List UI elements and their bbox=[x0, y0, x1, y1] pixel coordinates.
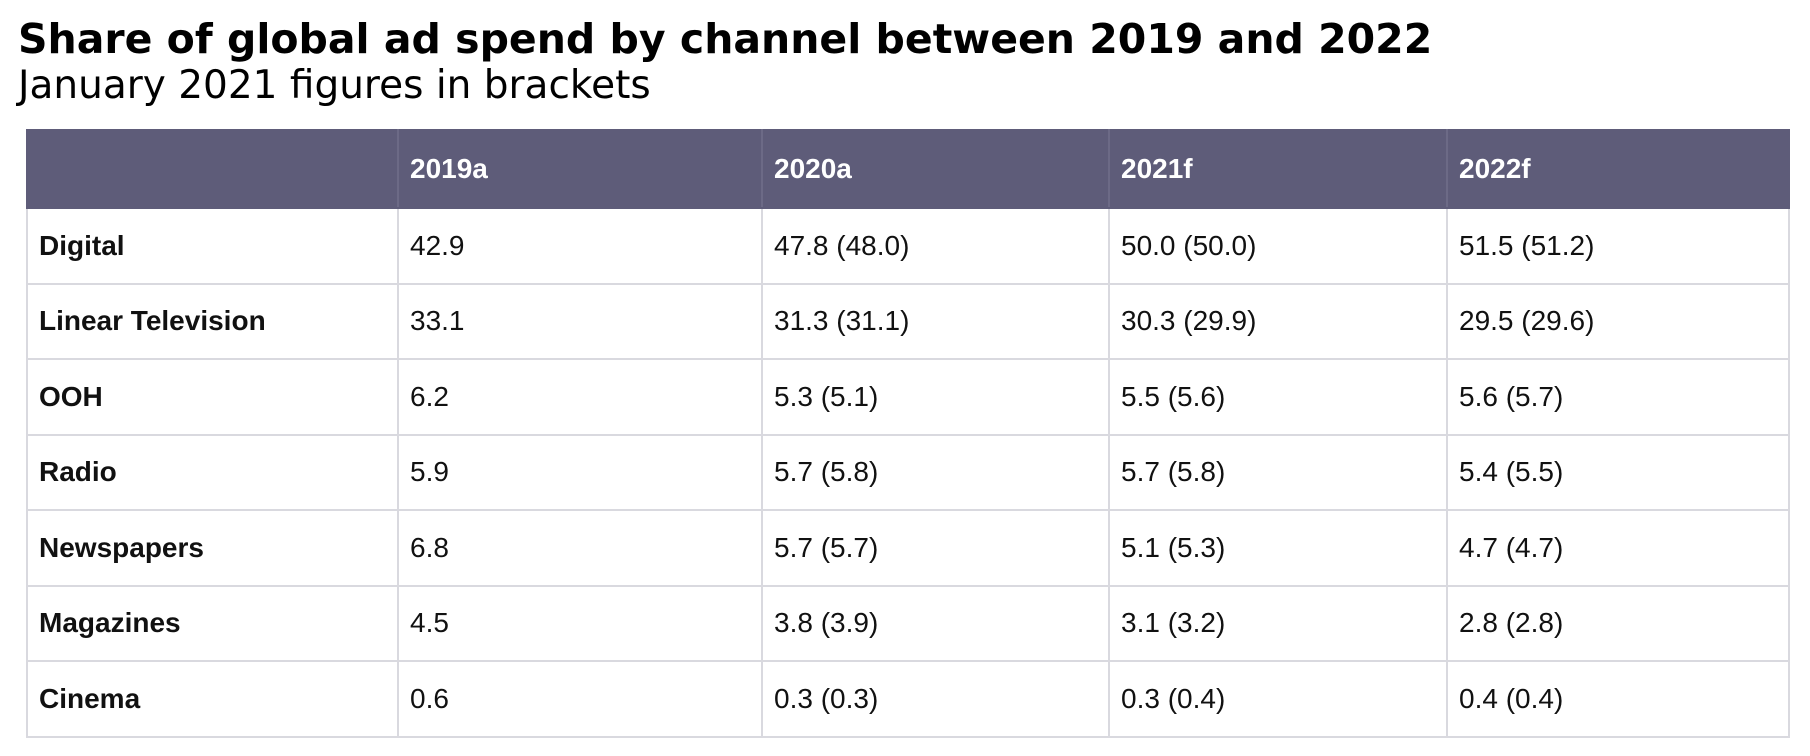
column-header: 2020a bbox=[761, 129, 1110, 209]
table-cell: 5.3 (5.1) bbox=[761, 358, 1110, 436]
chart-subtitle: January 2021 figures in brackets bbox=[18, 63, 651, 108]
table-cell: 5.7 (5.8) bbox=[1108, 433, 1448, 511]
table-cell: 5.7 (5.8) bbox=[761, 433, 1110, 511]
table-header: 2019a 2020a 2021f 2022f bbox=[26, 129, 1790, 209]
table-cell: 42.9 bbox=[397, 207, 763, 285]
column-header: 2021f bbox=[1108, 129, 1448, 209]
table-cell: 6.8 bbox=[397, 509, 763, 587]
data-table: 2019a 2020a 2021f 2022f Digital 42.9 47.… bbox=[26, 129, 1790, 738]
table-cell: 51.5 (51.2) bbox=[1446, 207, 1790, 285]
row-label: Linear Television bbox=[26, 282, 399, 360]
row-label: OOH bbox=[26, 358, 399, 436]
table-cell: 5.5 (5.6) bbox=[1108, 358, 1448, 436]
table-row: Digital 42.9 47.8 (48.0) 50.0 (50.0) 51.… bbox=[26, 207, 1790, 285]
table-body: Digital 42.9 47.8 (48.0) 50.0 (50.0) 51.… bbox=[26, 207, 1790, 738]
row-label: Digital bbox=[26, 207, 399, 285]
table-cell: 30.3 (29.9) bbox=[1108, 282, 1448, 360]
table-cell: 47.8 (48.0) bbox=[761, 207, 1110, 285]
table-cell: 5.1 (5.3) bbox=[1108, 509, 1448, 587]
column-header: 2019a bbox=[397, 129, 763, 209]
table-row: OOH 6.2 5.3 (5.1) 5.5 (5.6) 5.6 (5.7) bbox=[26, 358, 1790, 436]
row-label: Magazines bbox=[26, 584, 399, 662]
table-cell: 4.5 bbox=[397, 584, 763, 662]
table-row: Newspapers 6.8 5.7 (5.7) 5.1 (5.3) 4.7 (… bbox=[26, 509, 1790, 587]
chart-title: Share of global ad spend by channel betw… bbox=[18, 15, 1433, 63]
table-cell: 5.9 bbox=[397, 433, 763, 511]
table-cell: 29.5 (29.6) bbox=[1446, 282, 1790, 360]
table-cell: 0.4 (0.4) bbox=[1446, 660, 1790, 738]
table-cell: 3.1 (3.2) bbox=[1108, 584, 1448, 662]
header-row: 2019a 2020a 2021f 2022f bbox=[26, 129, 1790, 209]
table-cell: 2.8 (2.8) bbox=[1446, 584, 1790, 662]
table-row: Magazines 4.5 3.8 (3.9) 3.1 (3.2) 2.8 (2… bbox=[26, 584, 1790, 662]
table-cell: 5.7 (5.7) bbox=[761, 509, 1110, 587]
table-cell: 4.7 (4.7) bbox=[1446, 509, 1790, 587]
table-row: Radio 5.9 5.7 (5.8) 5.7 (5.8) 5.4 (5.5) bbox=[26, 433, 1790, 511]
table-cell: 3.8 (3.9) bbox=[761, 584, 1110, 662]
table-cell: 31.3 (31.1) bbox=[761, 282, 1110, 360]
table-cell: 0.6 bbox=[397, 660, 763, 738]
table-row: Cinema 0.6 0.3 (0.3) 0.3 (0.4) 0.4 (0.4) bbox=[26, 660, 1790, 738]
table-cell: 6.2 bbox=[397, 358, 763, 436]
table-cell: 33.1 bbox=[397, 282, 763, 360]
table-cell: 0.3 (0.4) bbox=[1108, 660, 1448, 738]
table-cell: 50.0 (50.0) bbox=[1108, 207, 1448, 285]
row-label: Cinema bbox=[26, 660, 399, 738]
table-cell: 5.6 (5.7) bbox=[1446, 358, 1790, 436]
column-header: 2022f bbox=[1446, 129, 1790, 209]
table-cell: 5.4 (5.5) bbox=[1446, 433, 1790, 511]
row-label: Radio bbox=[26, 433, 399, 511]
table-row: Linear Television 33.1 31.3 (31.1) 30.3 … bbox=[26, 282, 1790, 360]
header-corner bbox=[26, 129, 399, 209]
row-label: Newspapers bbox=[26, 509, 399, 587]
table-cell: 0.3 (0.3) bbox=[761, 660, 1110, 738]
